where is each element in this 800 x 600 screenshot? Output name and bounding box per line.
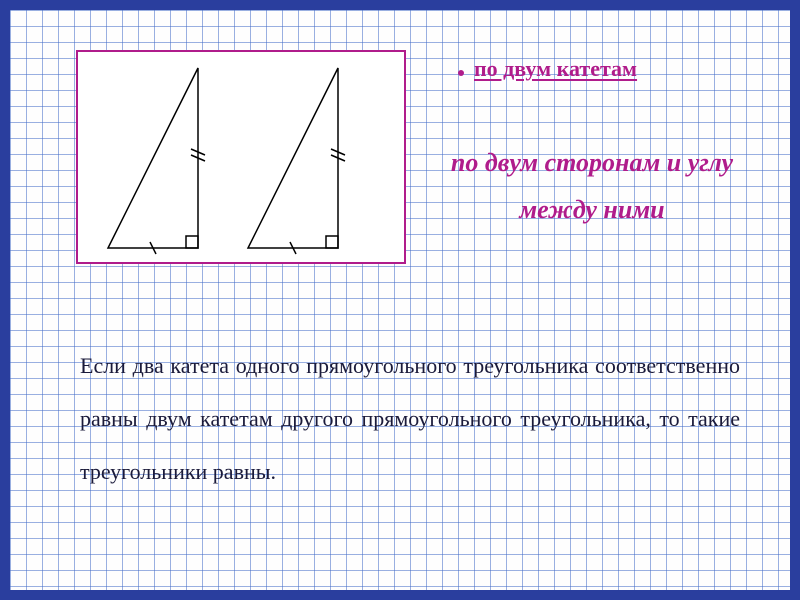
slide-content: по двум катетам по двум сторонам и углу … — [10, 10, 790, 590]
bullet-text: по двум катетам — [474, 56, 637, 82]
body-text: Если два катета одного прямоугольного тр… — [80, 340, 740, 498]
triangles-diagram — [78, 52, 408, 266]
bullet-dot-icon — [458, 70, 464, 76]
subtitle-text: по двум сторонам и углу между ними — [414, 140, 770, 234]
diagram-box — [76, 50, 406, 264]
bullet-line: по двум катетам — [458, 56, 768, 82]
